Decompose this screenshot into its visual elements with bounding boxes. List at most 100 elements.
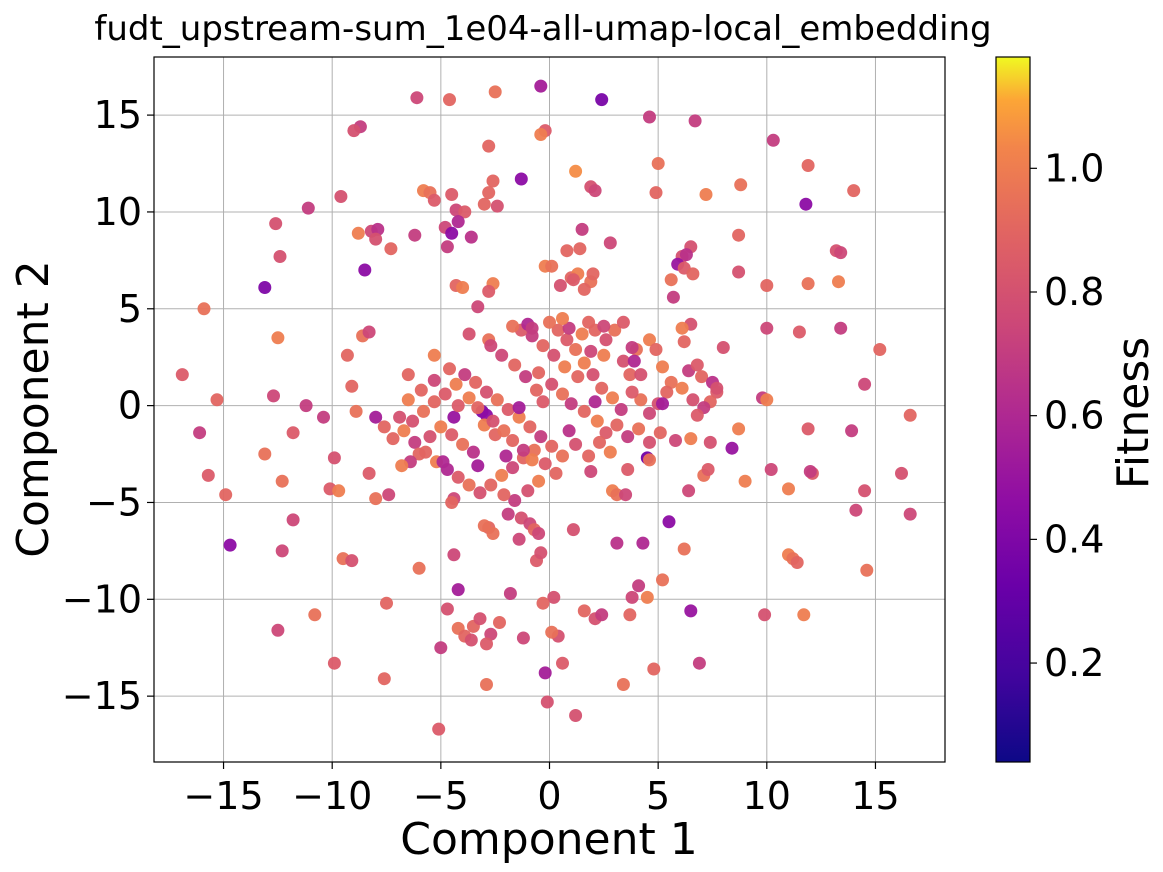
scatter-point — [532, 366, 546, 380]
scatter-point — [732, 422, 746, 436]
scatter-point — [597, 348, 611, 362]
scatter-point — [371, 222, 385, 236]
y-tick-label: 0 — [118, 384, 142, 428]
scatter-point — [414, 383, 428, 397]
scatter-point — [679, 248, 693, 262]
scatter-point — [301, 201, 315, 215]
scatter-point — [408, 228, 422, 242]
scatter-point — [758, 608, 772, 622]
scatter-point — [688, 114, 702, 128]
scatter-point — [582, 449, 596, 463]
scatter-point — [473, 612, 487, 626]
y-tick-label: −10 — [62, 577, 142, 621]
scatter-point — [540, 695, 554, 709]
scatter-point — [286, 513, 300, 527]
scatter-point — [577, 356, 591, 370]
scatter-point — [369, 410, 383, 424]
scatter-point — [590, 414, 604, 428]
scatter-point — [832, 275, 845, 289]
scatter-point — [384, 242, 398, 256]
scatter-point — [716, 341, 730, 354]
scatter-point — [458, 368, 472, 382]
scatter-point — [495, 468, 509, 482]
scatter-point — [595, 381, 609, 395]
scatter-point — [477, 519, 491, 533]
scatter-point — [501, 507, 515, 521]
scatter-point — [484, 478, 498, 492]
scatter-point — [634, 393, 648, 407]
scatter-point — [643, 453, 656, 467]
scatter-point — [397, 424, 411, 438]
scatter-point — [560, 244, 574, 258]
scatter-point — [551, 323, 565, 337]
scatter-point — [623, 608, 637, 622]
scatter-point — [588, 395, 602, 409]
scatter-point — [512, 532, 526, 546]
axis-ticks: −15 −10 −5 0 5 10 15 −15 −10 −5 0 5 10 15 — [62, 93, 900, 818]
scatter-point — [538, 457, 552, 471]
scatter-point — [443, 362, 456, 376]
scatter-point — [490, 393, 504, 407]
scatter-point — [732, 265, 746, 279]
scatter-point — [766, 133, 780, 147]
scatter-point — [547, 590, 561, 604]
scatter-point — [427, 373, 441, 387]
scatter-point — [682, 484, 696, 498]
scatter-point — [512, 410, 526, 424]
scatter-point — [801, 422, 815, 436]
scatter-point — [556, 312, 569, 325]
scatter-point — [462, 478, 476, 492]
scatter-point — [193, 426, 207, 440]
scatter-point — [556, 387, 569, 401]
scatter-point — [608, 323, 622, 337]
scatter-point — [382, 488, 396, 502]
scatter-point — [569, 437, 583, 451]
scatter-point — [690, 408, 704, 422]
scatter-point — [690, 358, 704, 372]
scatter-point — [480, 678, 493, 691]
scatter-point — [649, 343, 663, 356]
scatter-point — [273, 250, 287, 263]
scatter-point — [586, 368, 600, 382]
scatter-point — [677, 542, 691, 556]
scatter-point — [545, 377, 559, 391]
scatter-point — [223, 538, 237, 552]
scatter-point — [701, 463, 715, 476]
scatter-point — [575, 222, 589, 236]
scatter-point — [508, 494, 522, 507]
colorbar — [995, 56, 1031, 763]
scatter-point — [299, 399, 313, 413]
y-axis-label: Component 2 — [8, 260, 59, 557]
scatter-point — [664, 273, 678, 287]
scatter-point — [534, 79, 548, 93]
x-tick-label: −10 — [292, 774, 372, 818]
scatter-point — [482, 186, 496, 200]
scatter-point — [569, 164, 583, 178]
scatter-point — [445, 428, 459, 442]
scatter-point — [436, 455, 450, 469]
scatter-point — [734, 178, 748, 192]
scatter-point — [584, 344, 598, 358]
scatter-point — [525, 321, 539, 335]
scatter-point — [625, 341, 639, 354]
scatter-point — [486, 527, 500, 540]
scatter-point — [432, 722, 446, 736]
scatter-point — [651, 157, 665, 170]
scatter-point — [412, 561, 426, 575]
scatter-point — [332, 484, 346, 498]
scatter-point — [369, 492, 383, 506]
scatter-point — [516, 631, 530, 645]
scatter-point — [532, 527, 546, 540]
y-tick-label: −15 — [62, 674, 142, 718]
scatter-point — [625, 590, 639, 604]
scatter-point — [656, 360, 669, 374]
scatter-point — [519, 370, 533, 384]
scatter-point — [599, 333, 613, 347]
scatter-point — [562, 424, 576, 438]
scatter-point — [393, 410, 407, 424]
scatter-point — [456, 437, 470, 451]
scatter-point — [345, 379, 359, 393]
scatter-point — [616, 315, 630, 329]
scatter-point — [597, 319, 611, 333]
